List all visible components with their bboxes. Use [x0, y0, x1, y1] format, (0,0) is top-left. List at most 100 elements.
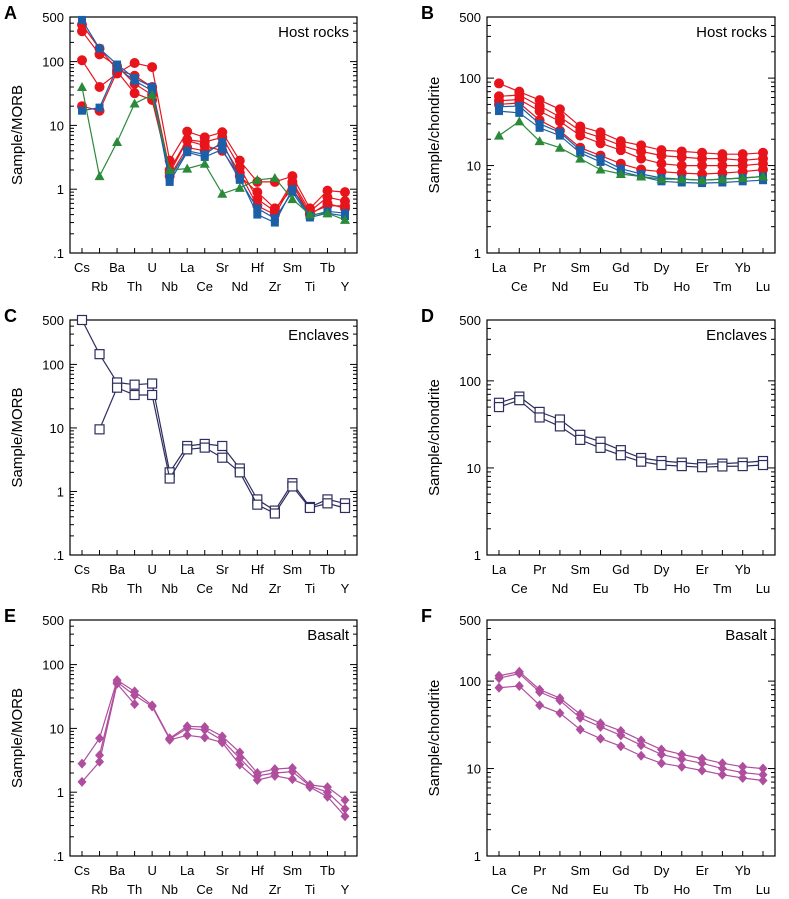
series-line — [81, 66, 346, 220]
x-tick-label: La — [492, 863, 507, 878]
data-point — [493, 401, 505, 413]
y-tick-label: 500 — [42, 613, 64, 628]
y-tick-label: 1 — [57, 785, 64, 800]
x-tick-label: Sm — [283, 562, 303, 577]
data-point — [738, 772, 748, 783]
data-point — [636, 153, 647, 164]
series-basalt-3 — [494, 680, 768, 786]
data-point — [111, 382, 123, 393]
data-point — [77, 55, 87, 66]
x-tick-label: Ce — [511, 882, 528, 897]
series-line — [81, 59, 346, 210]
data-point — [200, 724, 210, 735]
data-point — [575, 724, 585, 735]
data-point — [182, 444, 193, 455]
data-point — [234, 155, 245, 166]
data-point — [217, 737, 227, 748]
series-line — [81, 319, 346, 512]
data-point — [595, 138, 606, 149]
y-tick-label: 500 — [459, 10, 481, 25]
x-tick-label: Sr — [216, 260, 230, 275]
x-tick-label: Eu — [593, 581, 609, 596]
data-point — [218, 145, 227, 154]
data-point — [340, 795, 350, 806]
x-tick-label: Y — [341, 279, 350, 294]
x-tick-label: Nd — [231, 882, 248, 897]
data-point — [94, 81, 105, 92]
x-tick-label: Nd — [552, 581, 569, 596]
x-tick-label: Hf — [251, 260, 264, 275]
x-tick-label: U — [147, 562, 156, 577]
y-tick-label: 10 — [467, 762, 481, 777]
x-tick-label: Gd — [612, 260, 629, 275]
series-host-red-1 — [77, 19, 350, 217]
x-tick-label: La — [492, 562, 507, 577]
data-point — [616, 741, 626, 752]
data-point — [94, 171, 105, 181]
y-tick-label: 1 — [57, 182, 64, 197]
plot-frame — [486, 16, 776, 254]
data-point — [495, 107, 503, 116]
y-axis-label: Sample/MORB — [9, 85, 26, 185]
x-tick-label: Er — [696, 562, 710, 577]
x-tick-label: U — [147, 863, 156, 878]
data-point — [218, 137, 227, 146]
x-tick-label: Sm — [283, 260, 303, 275]
x-tick-label: Tm — [713, 882, 732, 897]
x-tick-label: Th — [127, 581, 142, 596]
data-point — [322, 185, 333, 196]
data-point — [235, 759, 245, 770]
x-tick-label: Ho — [673, 882, 690, 897]
data-point — [340, 811, 350, 822]
data-point — [555, 131, 564, 140]
y-tick-label: 100 — [459, 374, 481, 389]
data-point — [615, 169, 626, 179]
data-point — [717, 174, 728, 184]
x-tick-label: Tb — [320, 863, 335, 878]
series-basalt-1 — [494, 666, 768, 774]
data-point — [253, 204, 262, 213]
y-tick-label: 10 — [50, 421, 64, 436]
chart-title: Basalt — [725, 627, 768, 644]
data-point — [340, 803, 350, 814]
series-host-green — [494, 116, 768, 185]
data-point — [95, 756, 105, 767]
data-point — [199, 140, 210, 151]
data-point — [554, 142, 565, 152]
data-point — [164, 164, 175, 174]
x-tick-label: La — [180, 863, 195, 878]
x-tick-label: Hf — [251, 863, 264, 878]
data-point — [636, 171, 647, 181]
x-tick-label: Lu — [756, 581, 770, 596]
x-tick-label: La — [180, 260, 195, 275]
data-point — [77, 758, 87, 769]
data-point — [287, 194, 298, 204]
chart-title: Host rocks — [278, 24, 349, 41]
y-axis-label: Sample/chondrite — [426, 77, 443, 194]
y-tick-label: 100 — [459, 674, 481, 689]
data-point — [575, 130, 586, 141]
data-point — [270, 218, 279, 227]
data-point — [182, 163, 193, 173]
data-point — [269, 172, 280, 182]
data-point — [147, 701, 157, 712]
data-point — [322, 208, 333, 218]
data-point — [94, 349, 105, 360]
plot-frame — [486, 619, 776, 857]
data-point — [555, 695, 565, 706]
data-point — [199, 442, 210, 453]
data-point — [183, 148, 192, 157]
data-point — [595, 442, 606, 453]
x-tick-label: Nb — [161, 581, 178, 596]
x-tick-label: Tm — [713, 581, 732, 596]
series-host-blue-2 — [78, 63, 349, 223]
y-axis-label: Sample/MORB — [9, 387, 26, 487]
x-tick-label: Tb — [634, 882, 649, 897]
data-point — [677, 761, 687, 772]
data-point — [495, 102, 503, 111]
data-point — [656, 174, 667, 184]
x-tick-label: Er — [696, 260, 710, 275]
data-point — [494, 78, 504, 89]
x-tick-label: Zr — [269, 279, 282, 294]
